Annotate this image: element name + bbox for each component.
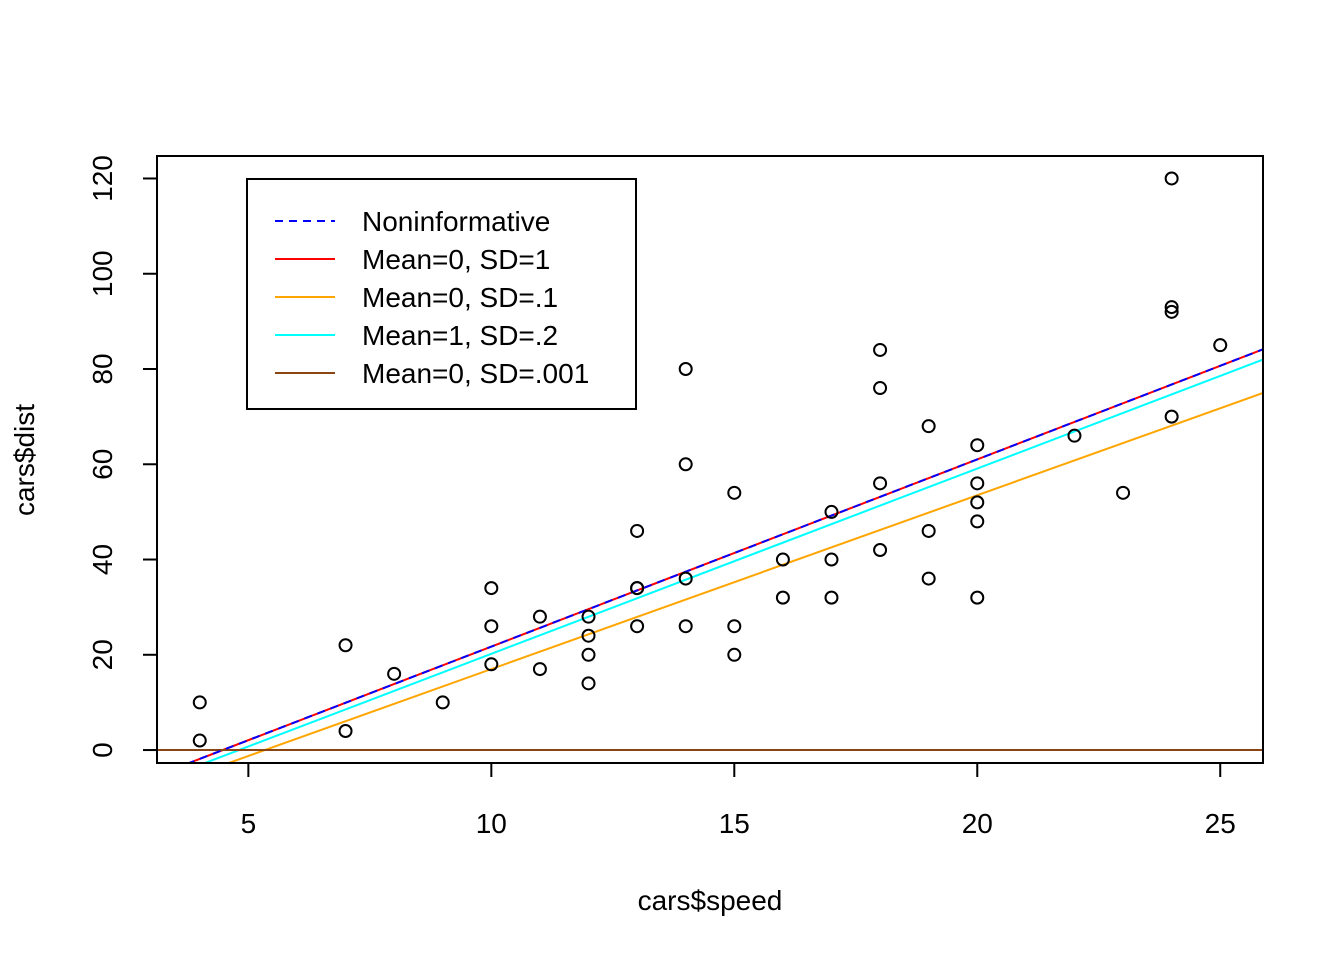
data-point <box>873 476 888 491</box>
legend-label: Mean=0, SD=.001 <box>362 358 589 389</box>
legend-label: Noninformative <box>362 206 550 237</box>
regression-lines <box>157 348 1263 763</box>
data-point <box>970 495 985 510</box>
y-axis-title: cars$dist <box>9 404 40 516</box>
legend-label: Mean=0, SD=1 <box>362 244 550 275</box>
data-point <box>678 619 693 634</box>
data-point <box>873 381 888 396</box>
data-point <box>630 619 645 634</box>
data-point <box>1213 338 1228 353</box>
data-point <box>630 581 645 596</box>
data-point <box>630 523 645 538</box>
data-point <box>338 723 353 738</box>
data-point <box>581 647 596 662</box>
legend-label: Mean=1, SD=.2 <box>362 320 558 351</box>
data-point <box>192 695 207 710</box>
series-line <box>225 391 1263 763</box>
y-tick-label: 20 <box>87 639 118 670</box>
data-point <box>1116 485 1131 500</box>
data-point <box>727 647 742 662</box>
data-point <box>532 609 547 624</box>
data-point <box>387 666 402 681</box>
x-axis-title: cars$speed <box>638 885 783 916</box>
data-point <box>581 628 596 643</box>
data-point <box>727 619 742 634</box>
data-point <box>484 581 499 596</box>
data-point <box>970 438 985 453</box>
data-point <box>581 609 596 624</box>
data-point <box>921 523 936 538</box>
y-tick-label: 120 <box>87 155 118 202</box>
legend-label: Mean=0, SD=.1 <box>362 282 558 313</box>
data-point <box>678 571 693 586</box>
x-tick-label: 5 <box>241 808 257 839</box>
y-tick-label: 100 <box>87 250 118 297</box>
data-point <box>824 590 839 605</box>
data-point <box>678 457 693 472</box>
data-point <box>873 542 888 557</box>
data-point <box>824 504 839 519</box>
y-tick-label: 0 <box>87 742 118 758</box>
data-point <box>1164 171 1179 186</box>
data-point <box>775 552 790 567</box>
y-tick-label: 60 <box>87 449 118 480</box>
data-point <box>970 590 985 605</box>
data-point <box>873 342 888 357</box>
data-point <box>921 571 936 586</box>
series-line <box>202 358 1263 763</box>
x-tick-label: 25 <box>1205 808 1236 839</box>
x-tick-label: 15 <box>719 808 750 839</box>
data-point <box>581 676 596 691</box>
data-point <box>484 619 499 634</box>
data-point <box>1164 409 1179 424</box>
data-point <box>970 476 985 491</box>
x-tick-label: 20 <box>962 808 993 839</box>
series-line <box>186 348 1263 763</box>
data-point <box>532 662 547 677</box>
data-point <box>484 657 499 672</box>
data-point <box>192 733 207 748</box>
y-tick-label: 80 <box>87 353 118 384</box>
data-point <box>1067 428 1082 443</box>
data-point <box>1164 300 1179 315</box>
y-tick-label: 40 <box>87 544 118 575</box>
x-tick-label: 10 <box>476 808 507 839</box>
x-axis: 5 10 15 20 25 <box>241 762 1236 839</box>
data-point <box>435 695 450 710</box>
data-point <box>775 590 790 605</box>
legend: Noninformative Mean=0, SD=1 Mean=0, SD=.1 M… <box>246 178 637 410</box>
data-point <box>824 552 839 567</box>
y-axis: 0 20 40 60 80 100 120 <box>87 155 158 758</box>
legend-box <box>246 178 637 410</box>
data-point <box>970 514 985 529</box>
data-point <box>1164 304 1179 319</box>
data-point <box>678 362 693 377</box>
data-point <box>338 638 353 653</box>
data-point <box>727 485 742 500</box>
data-point <box>921 419 936 434</box>
data-points <box>192 171 1228 748</box>
